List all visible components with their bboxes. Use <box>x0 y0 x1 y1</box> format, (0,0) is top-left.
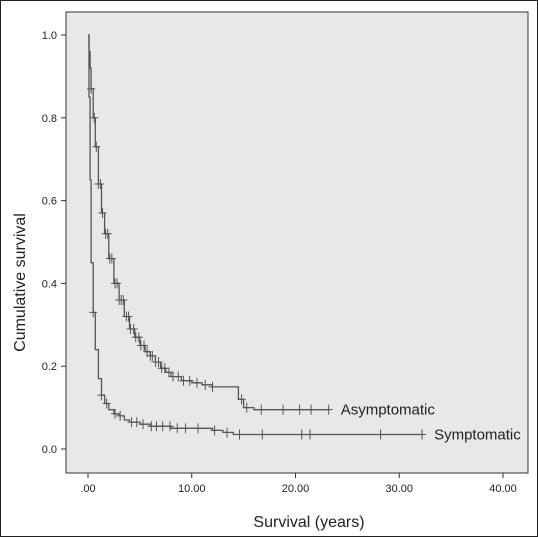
censor-mark <box>307 404 316 415</box>
censor-mark <box>173 423 182 434</box>
censor-mark <box>193 423 202 434</box>
plot-area <box>65 11 529 474</box>
censor-mark <box>134 332 143 343</box>
censor-mark <box>116 410 125 421</box>
censor-mark <box>154 357 163 368</box>
censor-mark <box>297 429 306 440</box>
censor-mark <box>210 425 219 436</box>
censor-mark <box>208 381 217 392</box>
censor-mark <box>107 253 116 264</box>
censor-mark <box>258 429 267 440</box>
y-tick-label: 0.8 <box>42 113 57 125</box>
y-tick-label: 1.0 <box>42 30 57 42</box>
y-tick-label: 0.0 <box>42 444 57 456</box>
censor-mark <box>181 423 190 434</box>
censor-mark <box>113 278 122 289</box>
x-tick-label: 20.00 <box>282 483 310 495</box>
y-tick-label: 0.6 <box>42 196 57 208</box>
censor-mark <box>235 429 244 440</box>
series-line-symptomatic <box>88 34 423 436</box>
censor-mark <box>306 429 315 440</box>
censor-mark <box>140 340 149 351</box>
censor-mark <box>257 404 266 415</box>
censor-mark <box>158 421 167 432</box>
censor-mark <box>102 398 111 409</box>
censor-mark <box>103 228 112 239</box>
censor-mark <box>418 429 427 440</box>
censor-mark <box>242 402 251 413</box>
censor-mark <box>192 377 201 388</box>
censor-mark <box>129 323 138 334</box>
censor-mark <box>132 417 141 428</box>
censor-mark <box>90 112 99 123</box>
x-tick-label: .00 <box>80 483 95 495</box>
x-axis-title: Survival (years) <box>253 514 364 531</box>
censor-mark <box>119 294 128 305</box>
censor-mark <box>279 404 288 415</box>
censor-mark <box>324 404 333 415</box>
censor-mark <box>165 421 174 432</box>
censor-mark <box>223 427 232 438</box>
censor-mark <box>295 404 304 415</box>
x-tick-label: 30.00 <box>385 483 413 495</box>
censor-mark <box>97 390 106 401</box>
censor-mark <box>237 394 246 405</box>
censor-mark <box>124 311 133 322</box>
censor-mark <box>160 363 169 374</box>
censor-mark <box>89 307 98 318</box>
censor-mark <box>201 379 210 390</box>
series-label-asymptomatic: Asymptomatic <box>341 402 436 419</box>
censor-mark <box>110 408 119 419</box>
y-axis-title: Cumulative survival <box>12 213 29 352</box>
y-tick-label: 0.2 <box>42 361 57 373</box>
censor-mark <box>164 367 173 378</box>
censor-mark <box>92 141 101 152</box>
x-tick-label: 10.00 <box>178 483 206 495</box>
censor-mark <box>174 371 183 382</box>
y-tick-label: 0.4 <box>42 278 57 290</box>
series-label-symptomatic: Symptomatic <box>434 427 521 444</box>
censor-mark <box>96 179 105 190</box>
censor-mark <box>376 429 385 440</box>
x-tick-label: 40.00 <box>489 483 517 495</box>
censor-mark <box>98 208 107 219</box>
censor-mark <box>185 375 194 386</box>
censor-mark <box>148 350 157 361</box>
censor-mark <box>138 419 147 430</box>
